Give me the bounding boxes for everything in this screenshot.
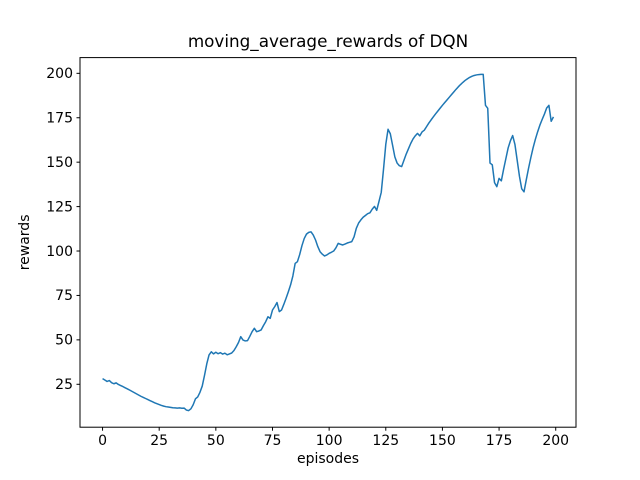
x-tick-label: 200 bbox=[542, 433, 569, 449]
y-tick-label: 25 bbox=[55, 377, 73, 393]
y-axis-ticks: 25 50 75 100 125 150 175 200 bbox=[46, 66, 80, 393]
y-axis-label: rewards bbox=[17, 215, 33, 271]
x-axis-label: episodes bbox=[297, 451, 359, 467]
x-tick-label: 50 bbox=[207, 433, 225, 449]
x-tick-label: 150 bbox=[429, 433, 456, 449]
x-tick-label: 0 bbox=[98, 433, 107, 449]
reward-line-series bbox=[102, 73, 555, 412]
x-tick-label: 125 bbox=[372, 433, 399, 449]
y-tick-label: 100 bbox=[46, 244, 73, 260]
y-tick-label: 50 bbox=[55, 333, 73, 349]
x-tick-label: 175 bbox=[486, 433, 513, 449]
x-tick-label: 25 bbox=[150, 433, 168, 449]
y-tick-label: 200 bbox=[46, 66, 73, 82]
x-tick-label: 75 bbox=[264, 433, 282, 449]
x-axis-ticks: 0 25 50 75 100 125 150 175 200 bbox=[98, 427, 569, 449]
x-tick-label: 100 bbox=[316, 433, 343, 449]
y-tick-label: 175 bbox=[46, 111, 73, 127]
y-tick-label: 75 bbox=[55, 288, 73, 304]
y-tick-label: 125 bbox=[46, 199, 73, 215]
y-tick-label: 150 bbox=[46, 155, 73, 171]
chart-title: moving_average_rewards of DQN bbox=[188, 31, 468, 52]
axes-spines bbox=[79, 57, 577, 428]
